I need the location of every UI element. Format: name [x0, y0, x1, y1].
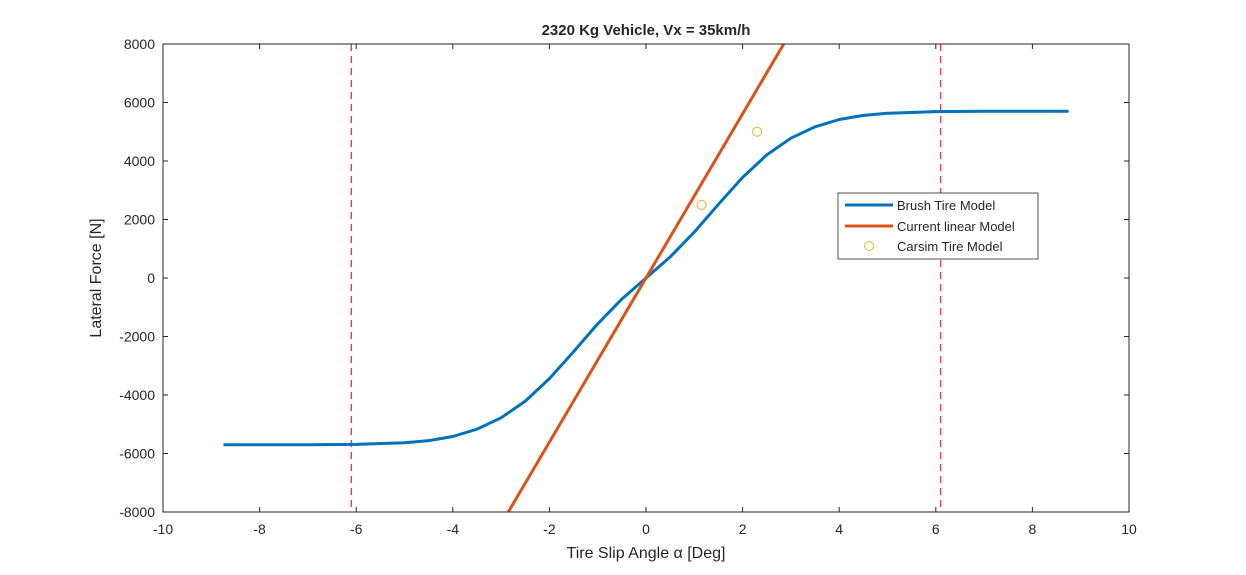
series-line-linear — [507, 44, 785, 512]
y-tick-label: 6000 — [124, 95, 155, 111]
x-tick-label: -2 — [543, 521, 556, 537]
data-point-carsim — [752, 126, 763, 137]
x-tick-label: 0 — [642, 521, 650, 537]
legend-label-carsim: Carsim Tire Model — [897, 239, 1003, 254]
x-tick-label: 6 — [932, 521, 940, 537]
y-tick-label: -8000 — [119, 504, 155, 520]
y-tick-label: -2000 — [119, 329, 155, 345]
x-tick-label: -4 — [447, 521, 460, 537]
y-tick-label: -6000 — [119, 446, 155, 462]
chart-title: 2320 Kg Vehicle, Vx = 35km/h — [542, 22, 751, 39]
x-tick-label: -10 — [153, 521, 173, 537]
y-tick-label: 8000 — [124, 36, 155, 52]
series-layer — [223, 44, 1069, 512]
x-axis-label: Tire Slip Angle α [Deg] — [567, 545, 726, 562]
plot-content — [223, 44, 1069, 512]
x-tick-label: 10 — [1121, 521, 1137, 537]
x-tick-label: 8 — [1029, 521, 1037, 537]
y-axis: -8000 -6000 -4000 -2000 0 2000 4000 6000 8000 — [119, 36, 1129, 520]
y-tick-label: 2000 — [124, 212, 155, 228]
legend-label-brush: Brush Tire Model — [897, 198, 995, 213]
legend-label-linear: Current linear Model — [897, 219, 1015, 234]
data-point-carsim — [696, 199, 707, 210]
x-tick-label: -6 — [350, 521, 363, 537]
legend: Brush Tire Model Current linear Model Ca… — [837, 192, 1039, 260]
y-tick-label: 4000 — [124, 153, 155, 169]
x-tick-label: 4 — [835, 521, 843, 537]
y-tick-label: -4000 — [119, 387, 155, 403]
x-axis: -10 -8 -6 -4 -2 0 2 4 6 8 10 — [153, 44, 1137, 537]
legend-swatch-carsim — [864, 241, 874, 251]
x-tick-label: -8 — [253, 521, 266, 537]
y-axis-label: Lateral Force [N] — [88, 218, 105, 337]
x-tick-label: 2 — [739, 521, 747, 537]
y-tick-label: 0 — [147, 270, 155, 286]
